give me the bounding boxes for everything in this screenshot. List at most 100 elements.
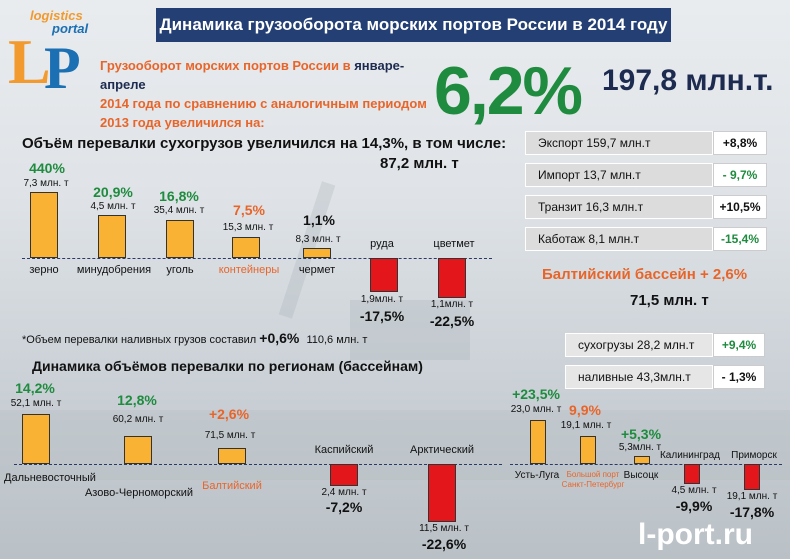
note-pct: +0,6%	[259, 330, 300, 346]
logo-text-portal: portal	[52, 21, 89, 36]
big-percent: 6,2%	[434, 53, 583, 129]
note-val: 110,6 млн. т	[306, 334, 368, 346]
dry-pct-containers: 7,5%	[233, 202, 265, 218]
intro-part3: 2014 года по сравнению с аналогичным пер…	[100, 96, 427, 111]
port-label-kaliningrad: Калининград	[659, 450, 721, 461]
region-bar-caspian	[330, 464, 358, 486]
logo: logistics portal L P	[8, 4, 100, 102]
table-value: - 9,7%	[713, 163, 767, 187]
port-label-ustluga: Усть-Луга	[514, 470, 560, 481]
region-label-azov: Азово-Черноморский	[84, 487, 194, 499]
dry-bar-ferrous	[303, 248, 331, 258]
baltic-value: +9,4%	[713, 333, 765, 357]
region-pct-caspian: -7,2%	[325, 499, 363, 515]
dry-val-fertilizers: 4,5 млн. т	[90, 201, 136, 212]
table-row-cabotage: Каботаж 8,1 млн.т -15,4%	[525, 227, 767, 251]
region-val-azov: 60,2 млн. т	[112, 414, 164, 425]
dry-pct-ore: -17,5%	[359, 308, 405, 324]
port-label-spb: Большой порт Санкт-Петербург	[561, 470, 625, 489]
dry-pct-nonferrous: -22,5%	[429, 313, 475, 329]
table-label: Транзит 16,3 млн.т	[525, 195, 713, 219]
table-value: +10,5%	[713, 195, 767, 219]
baltic-label: наливные 43,3млн.т	[565, 365, 713, 389]
region-val-baltic: 71,5 млн. т	[204, 430, 256, 441]
dry-label-ferrous: чермет	[298, 264, 336, 276]
liquid-cargo-note: *Объем перевалки наливных грузов состави…	[22, 330, 367, 346]
dry-cargo-total: 87,2 млн. т	[380, 155, 459, 172]
ports-axis	[510, 464, 782, 465]
port-pct-ustluga: +23,5%	[512, 386, 560, 402]
dry-pct-coal: 16,8%	[159, 188, 199, 204]
dry-bar-containers	[232, 237, 260, 258]
dry-pct-grain: 440%	[29, 160, 65, 176]
port-pct-vysotsk: +5,3%	[620, 426, 662, 442]
port-bar-primorsk	[744, 464, 760, 490]
dry-val-ore: 1,9млн. т	[360, 294, 404, 305]
dry-bar-coal	[166, 220, 194, 258]
table-row-transit: Транзит 16,3 млн.т +10,5%	[525, 195, 767, 219]
dry-cargo-axis	[22, 258, 492, 259]
crane-silhouette-mid	[350, 300, 470, 360]
logo-text-logistics: logistics	[30, 8, 83, 23]
dry-val-containers: 15,3 млн. т	[222, 222, 274, 233]
intro-part2: январе-апреле	[100, 58, 405, 92]
note-text: *Объем перевалки наливных грузов состави…	[22, 334, 257, 346]
dry-val-coal: 35,4 млн. т	[153, 205, 205, 216]
regions-axis	[14, 464, 502, 465]
baltic-table: сухогрузы 28,2 млн.т +9,4% наливные 43,3…	[565, 333, 765, 389]
port-val-kaliningrad: 4,5 млн. т	[671, 485, 717, 496]
region-label-arctic: Арктический	[409, 444, 475, 456]
dry-val-nonferrous: 1,1млн. т	[430, 299, 474, 310]
baltic-value: - 1,3%	[713, 365, 765, 389]
dry-bar-fertilizers	[98, 215, 126, 258]
region-label-fareast: Дальневосточный	[4, 472, 96, 484]
baltic-total: 71,5 млн. т	[630, 292, 709, 309]
region-bar-fareast	[22, 414, 50, 464]
dry-label-fertilizers: минудобрения	[76, 264, 152, 276]
logo-letter-l: L	[8, 26, 51, 97]
port-val-vysotsk: 5,3млн. т	[618, 442, 662, 453]
dry-bar-nonferrous	[438, 258, 466, 298]
baltic-label: сухогрузы 28,2 млн.т	[565, 333, 713, 357]
table-value: -15,4%	[713, 227, 767, 251]
baltic-row-dry: сухогрузы 28,2 млн.т +9,4%	[565, 333, 765, 357]
port-val-primorsk: 19,1 млн. т	[726, 491, 778, 502]
intro-text: Грузооборот морских портов России в янва…	[100, 56, 430, 132]
dry-cargo-header: Объём перевалки сухогрузов увеличился на…	[22, 135, 507, 152]
port-pct-spb: 9,9%	[569, 402, 601, 418]
dry-label-nonferrous: цветмет	[433, 238, 475, 250]
dry-val-grain: 7,3 млн. т	[23, 178, 69, 189]
dry-val-ferrous: 8,3 млн. т	[295, 234, 341, 245]
region-label-baltic: Балтийский	[202, 480, 262, 492]
table-label: Экспорт 159,7 млн.т	[525, 131, 713, 155]
region-pct-baltic: +2,6%	[208, 406, 250, 422]
baltic-row-liquid: наливные 43,3млн.т - 1,3%	[565, 365, 765, 389]
baltic-title: Балтийский бассейн + 2,6%	[542, 266, 748, 283]
port-bar-spb	[580, 436, 596, 464]
big-total: 197,8 млн.т.	[602, 64, 774, 97]
table-row-export: Экспорт 159,7 млн.т +8,8%	[525, 131, 767, 155]
region-pct-azov: 12,8%	[117, 392, 157, 408]
table-label: Импорт 13,7 млн.т	[525, 163, 713, 187]
region-bar-baltic	[218, 448, 246, 464]
dry-label-coal: уголь	[166, 264, 194, 276]
page-title: Динамика грузооборота морских портов Рос…	[156, 8, 671, 42]
site-url: l-port.ru	[638, 518, 753, 551]
logo-letter-p: P	[44, 35, 81, 101]
table-value: +8,8%	[713, 131, 767, 155]
dry-label-ore: руда	[370, 238, 394, 250]
intro-part4: 2013 года увеличился на:	[100, 115, 265, 130]
port-pct-kaliningrad: -9,9%	[675, 498, 713, 514]
region-bar-azov	[124, 436, 152, 464]
region-val-fareast: 52,1 млн. т	[10, 398, 62, 409]
port-val-ustluga: 23,0 млн. т	[510, 404, 562, 415]
region-bar-arctic	[428, 464, 456, 522]
region-label-caspian: Каспийский	[314, 444, 374, 456]
table-row-import: Импорт 13,7 млн.т - 9,7%	[525, 163, 767, 187]
port-bar-kaliningrad	[684, 464, 700, 484]
region-val-arctic: 11,5 млн. т	[419, 523, 469, 534]
port-bar-ustluga	[530, 420, 546, 464]
region-pct-arctic: -22,6%	[421, 536, 467, 552]
region-pct-fareast: 14,2%	[15, 380, 55, 396]
trade-table: Экспорт 159,7 млн.т +8,8% Импорт 13,7 мл…	[525, 131, 767, 251]
